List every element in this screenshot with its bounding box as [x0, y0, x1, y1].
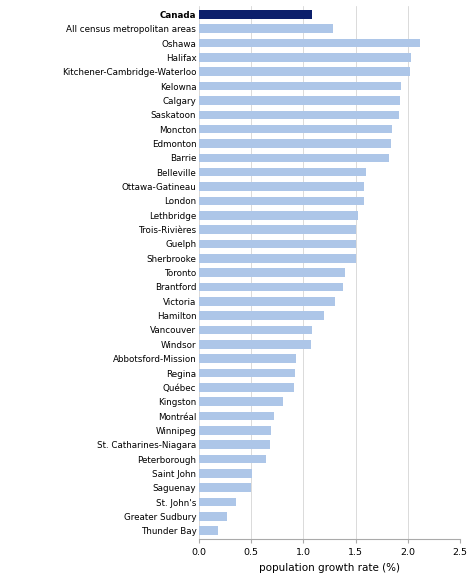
Bar — [199, 455, 266, 463]
Bar — [199, 24, 333, 33]
Bar — [199, 125, 392, 133]
Bar — [199, 240, 356, 248]
Bar — [199, 469, 252, 478]
Bar — [199, 282, 343, 291]
Bar — [199, 225, 356, 234]
Bar — [199, 498, 236, 506]
Bar — [199, 168, 366, 176]
Bar — [199, 412, 274, 420]
Bar — [199, 369, 295, 378]
Bar — [199, 111, 399, 119]
X-axis label: population growth rate (%): population growth rate (%) — [259, 563, 400, 573]
Bar — [199, 297, 335, 306]
Bar — [199, 326, 312, 334]
Bar — [199, 67, 410, 76]
Bar — [199, 311, 324, 320]
Bar — [199, 10, 312, 19]
Bar — [199, 383, 294, 392]
Bar — [199, 397, 283, 406]
Bar — [199, 254, 356, 263]
Bar — [199, 269, 345, 277]
Bar — [199, 139, 391, 148]
Bar — [199, 82, 401, 90]
Bar — [199, 484, 251, 492]
Bar — [199, 440, 270, 449]
Bar — [199, 154, 389, 162]
Bar — [199, 426, 271, 434]
Bar — [199, 182, 364, 191]
Bar — [199, 211, 357, 219]
Bar — [199, 354, 296, 363]
Bar — [199, 512, 227, 521]
Bar — [199, 340, 310, 349]
Bar — [199, 39, 420, 48]
Bar — [199, 527, 218, 535]
Bar — [199, 197, 364, 205]
Bar — [199, 96, 401, 105]
Bar — [199, 53, 411, 61]
